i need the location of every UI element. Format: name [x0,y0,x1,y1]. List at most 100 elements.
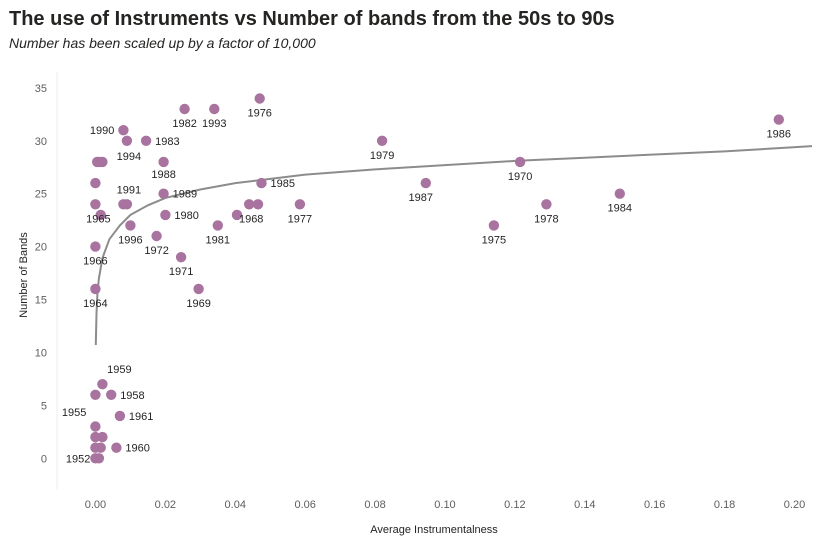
data-label: 1996 [118,234,142,246]
data-point[interactable] [209,103,220,115]
data-point[interactable] [90,177,101,189]
data-point[interactable] [252,199,264,210]
data-point[interactable] [488,220,500,231]
data-label: 1966 [83,256,107,268]
data-label: 1960 [125,443,149,455]
data-label: 1994 [117,151,141,163]
data-point[interactable] [158,188,169,199]
data-point[interactable] [121,199,133,210]
data-point[interactable] [254,93,265,104]
data-label: 1984 [608,203,632,215]
x-tick-label: 0.00 [85,499,106,511]
data-label: 1982 [172,118,196,130]
data-label: 1971 [169,266,193,278]
y-tick-label: 20 [35,242,47,254]
data-label: 1987 [409,192,433,204]
data-label: 1985 [271,178,295,190]
data-point[interactable] [111,442,122,453]
data-point[interactable] [151,230,162,242]
data-label: 1989 [173,189,197,201]
data-point[interactable] [90,241,101,252]
data-label: 1955 [62,407,86,419]
data-point[interactable] [125,220,136,231]
data-point[interactable] [231,209,243,221]
data-label: 1988 [151,169,175,181]
data-label: 1991 [117,184,141,196]
data-point[interactable] [106,389,117,400]
data-label: 1993 [202,118,226,130]
data-label: 1980 [174,210,198,222]
data-point[interactable] [97,379,108,390]
data-point[interactable] [114,410,126,422]
chart-title: The use of Instruments vs Number of band… [9,8,615,30]
data-point[interactable] [420,177,431,189]
data-point[interactable] [90,199,101,210]
data-label: 1964 [83,298,107,310]
x-tick-label: 0.06 [294,499,315,511]
data-point[interactable] [93,453,105,464]
data-label: 1972 [144,245,168,257]
x-axis-title: Average Instrumentalness [370,524,498,536]
chart-subtitle: Number has been scaled up by a factor of… [9,35,316,51]
data-label: 1969 [186,298,210,310]
data-labels: 1986 1984 1978 1970 1975 1987 1979 1977 1976 1985… [62,108,791,466]
data-label: 1965 [86,213,110,225]
data-label: 1986 [767,129,791,141]
data-point[interactable] [193,283,204,295]
data-point[interactable] [179,103,190,115]
data-label: 1977 [288,213,312,225]
x-tick-label: 0.02 [155,499,176,511]
data-point[interactable] [376,135,388,146]
data-point[interactable] [90,421,101,432]
data-point[interactable] [614,188,625,199]
data-label: 1979 [370,150,394,162]
data-point[interactable] [244,199,255,210]
data-label: 1976 [247,108,271,120]
data-point[interactable] [212,220,223,231]
x-tick-label: 0.04 [225,499,246,511]
data-label: 1961 [129,411,153,423]
y-tick-label: 10 [35,347,47,359]
data-label: 1990 [90,125,114,137]
y-tick-label: 5 [41,400,47,412]
data-point[interactable] [95,209,106,221]
data-point[interactable] [256,177,267,189]
y-axis-title: Number of Bands [18,232,30,318]
y-tick-label: 30 [35,136,47,148]
y-tick-label: 25 [35,189,47,201]
data-point[interactable] [90,283,101,295]
data-point[interactable] [773,114,784,125]
data-label: 1983 [155,136,179,148]
data-point[interactable] [97,431,108,443]
x-tick-label: 0.18 [714,499,735,511]
data-point[interactable] [121,135,133,146]
data-points [90,93,784,464]
x-tick-label: 0.08 [364,499,385,511]
x-tick-label: 0.20 [784,499,805,511]
data-point[interactable] [514,156,526,168]
x-tick-label: 0.12 [504,499,525,511]
data-point[interactable] [118,125,129,136]
y-tick-label: 15 [35,295,47,307]
data-point[interactable] [97,156,108,168]
data-label: 1952 [66,453,90,465]
data-point[interactable] [175,252,187,263]
data-label: 1978 [534,213,558,225]
data-point[interactable] [541,199,552,210]
y-tick-label: 35 [35,83,47,95]
data-label: 1958 [120,390,144,402]
data-label: 1970 [508,171,532,183]
x-tick-label: 0.14 [574,499,595,511]
x-tick-label: 0.16 [644,499,665,511]
data-point[interactable] [140,135,152,146]
data-point[interactable] [158,156,169,168]
data-point[interactable] [160,209,171,221]
y-tick-label: 0 [41,453,47,465]
data-point[interactable] [95,442,106,453]
data-label: 1959 [107,364,131,376]
x-axis-ticks: 0.00 0.02 0.04 0.06 0.08 0.10 0.12 0.14 0.16 0.18… [85,499,805,511]
data-point[interactable] [294,199,306,210]
data-label: 1981 [206,234,230,246]
data-point[interactable] [90,389,101,400]
